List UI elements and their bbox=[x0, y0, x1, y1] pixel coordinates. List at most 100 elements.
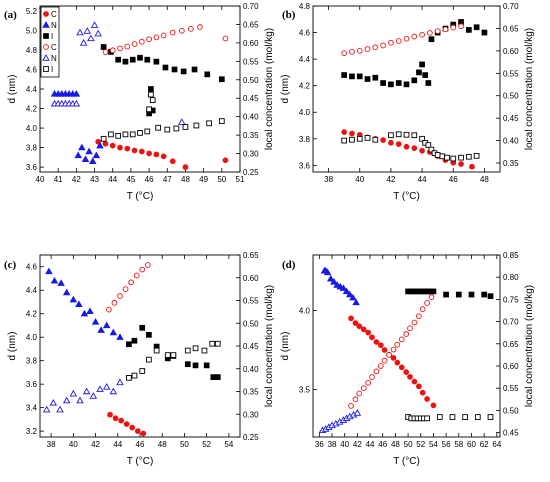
series-C-filled bbox=[95, 138, 229, 170]
x-tick-label: 42 bbox=[91, 440, 100, 449]
x-tick-label: 43 bbox=[90, 175, 99, 184]
y-axis-label: d (nm) bbox=[7, 332, 18, 361]
y2-tick-label: 0.50 bbox=[503, 406, 519, 415]
data-point bbox=[411, 132, 418, 139]
data-point bbox=[419, 135, 425, 142]
data-point bbox=[222, 35, 229, 42]
x-tick-label: 46 bbox=[136, 440, 145, 449]
data-point bbox=[90, 21, 99, 28]
data-point bbox=[146, 106, 152, 113]
data-point bbox=[153, 151, 160, 158]
data-point bbox=[407, 325, 413, 332]
data-point bbox=[428, 146, 435, 153]
legend-label: I bbox=[51, 65, 53, 74]
data-point bbox=[434, 152, 441, 158]
data-point bbox=[62, 396, 71, 404]
x-tick-label: 44 bbox=[366, 440, 375, 449]
y2-tick-label: 0.35 bbox=[503, 159, 519, 168]
data-point bbox=[222, 157, 229, 164]
data-point bbox=[352, 396, 359, 403]
panel-label: (c) bbox=[4, 259, 17, 271]
data-point bbox=[436, 414, 443, 420]
x-tick-label: 54 bbox=[429, 440, 438, 449]
data-point bbox=[444, 154, 450, 161]
y2-tick-label: 0.50 bbox=[243, 319, 259, 328]
y2-tick-label: 0.60 bbox=[503, 362, 519, 371]
legend-label: I bbox=[51, 32, 53, 41]
data-point bbox=[87, 34, 95, 42]
panel-label: (d) bbox=[282, 259, 296, 271]
data-point bbox=[214, 374, 221, 380]
data-point bbox=[411, 77, 418, 84]
data-point bbox=[206, 120, 212, 127]
panel-d: 36 38 40 42 44 46 48 50 52 54 56 58 60 62 64 3.5 4.0 0.45… bbox=[280, 251, 535, 467]
data-point bbox=[411, 33, 418, 40]
y2-tick-label: 0.50 bbox=[243, 76, 259, 85]
data-point bbox=[416, 313, 422, 320]
y2-tick-label: 0.45 bbox=[503, 429, 519, 438]
data-point bbox=[122, 58, 129, 65]
y2-tick-label: 0.65 bbox=[503, 340, 519, 349]
y-tick-label: 3.4 bbox=[26, 404, 38, 413]
legend-marker bbox=[43, 33, 49, 39]
data-point bbox=[360, 385, 367, 392]
data-point bbox=[424, 396, 430, 402]
data-point bbox=[111, 299, 118, 306]
data-point bbox=[377, 342, 384, 349]
y-tick-label: 5.0 bbox=[26, 26, 38, 35]
y-tick-label: 3.5 bbox=[299, 386, 311, 395]
y2-tick-label: 0.75 bbox=[503, 295, 519, 304]
legend-marker bbox=[42, 54, 50, 61]
data-point bbox=[394, 341, 401, 348]
data-point bbox=[450, 155, 457, 162]
data-point bbox=[146, 331, 152, 338]
data-point bbox=[86, 307, 94, 315]
y-tick-label: 4.8 bbox=[26, 46, 38, 55]
data-point bbox=[106, 306, 112, 313]
x-tick-label: 62 bbox=[480, 440, 489, 449]
y-tick-label: 3.8 bbox=[299, 135, 311, 144]
data-point bbox=[214, 340, 221, 347]
data-point bbox=[188, 26, 194, 32]
data-point bbox=[468, 291, 475, 298]
data-point bbox=[171, 66, 178, 73]
data-point bbox=[364, 135, 371, 141]
data-point bbox=[164, 352, 171, 358]
data-point bbox=[76, 28, 84, 36]
y-tick-label: 4.0 bbox=[299, 108, 311, 117]
data-point bbox=[115, 56, 122, 63]
data-point bbox=[129, 131, 136, 138]
data-point bbox=[218, 76, 225, 83]
x-tick-label: 58 bbox=[454, 440, 463, 449]
data-point bbox=[153, 58, 160, 65]
series-N-filled bbox=[320, 266, 360, 306]
x-tick-label: 40 bbox=[340, 440, 349, 449]
series-C-open bbox=[341, 23, 464, 56]
data-point bbox=[372, 44, 379, 51]
data-point bbox=[137, 54, 143, 61]
x-tick-label: 42 bbox=[386, 175, 395, 184]
data-point bbox=[481, 29, 488, 36]
data-point bbox=[348, 315, 354, 322]
data-point bbox=[144, 262, 151, 268]
data-point bbox=[89, 392, 98, 399]
data-point bbox=[356, 48, 363, 54]
x-tick-label: 41 bbox=[54, 175, 63, 184]
data-point bbox=[349, 293, 357, 301]
data-point bbox=[388, 139, 394, 146]
data-point bbox=[487, 293, 494, 299]
y-tick-label: 3.6 bbox=[26, 163, 38, 172]
series-I-filled bbox=[100, 44, 225, 117]
data-point bbox=[430, 288, 437, 295]
y2-tick-label: 0.60 bbox=[243, 39, 259, 48]
y2-axis-label: local concentration (mol/kg) bbox=[524, 28, 535, 150]
data-point bbox=[394, 359, 401, 366]
x-axis-label: T (°C) bbox=[393, 456, 420, 467]
data-point bbox=[341, 50, 348, 56]
data-point bbox=[430, 402, 437, 409]
x-axis-label: T (°C) bbox=[393, 191, 420, 202]
y2-tick-label: 0.45 bbox=[243, 94, 259, 103]
x-tick-label: 44 bbox=[113, 440, 122, 449]
x-tick-label: 48 bbox=[181, 175, 190, 184]
data-point bbox=[182, 124, 189, 130]
